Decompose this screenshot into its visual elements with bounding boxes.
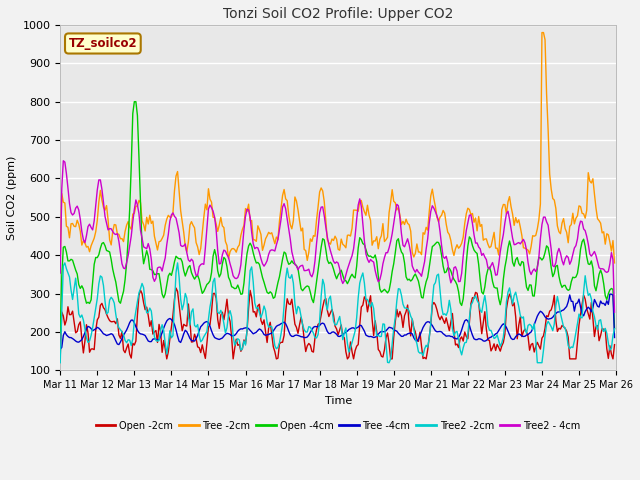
Text: TZ_soilco2: TZ_soilco2 (68, 37, 137, 50)
Y-axis label: Soil CO2 (ppm): Soil CO2 (ppm) (7, 156, 17, 240)
Legend: Open -2cm, Tree -2cm, Open -4cm, Tree -4cm, Tree2 -2cm, Tree2 - 4cm: Open -2cm, Tree -2cm, Open -4cm, Tree -4… (92, 417, 584, 434)
X-axis label: Time: Time (324, 396, 352, 406)
Title: Tonzi Soil CO2 Profile: Upper CO2: Tonzi Soil CO2 Profile: Upper CO2 (223, 7, 453, 21)
